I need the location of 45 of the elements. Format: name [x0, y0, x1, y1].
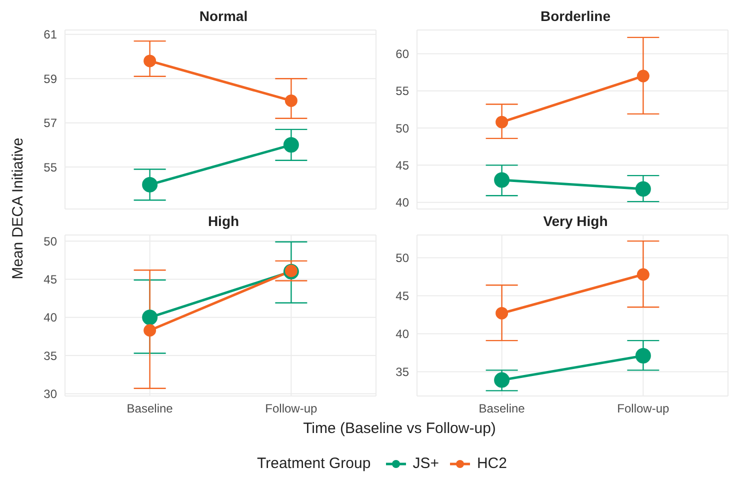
point: [496, 306, 508, 320]
y-tick-label: 45: [396, 289, 410, 304]
y-tick-label: 45: [396, 158, 410, 172]
x-tick-label: Baseline: [478, 402, 526, 416]
x-tick-label: Follow-up: [617, 402, 670, 416]
point: [494, 372, 510, 388]
point: [636, 268, 650, 281]
y-tick-label: 50: [44, 234, 58, 248]
y-tick-label: 50: [396, 121, 410, 136]
y-tick-label: 40: [396, 196, 410, 210]
y-axis-title: Mean DECA Initiative: [10, 137, 27, 279]
x-tick-label: Follow-up: [265, 402, 318, 416]
y-tick-label: 57: [44, 116, 58, 130]
point: [635, 348, 651, 364]
point: [144, 54, 156, 68]
point: [283, 137, 299, 153]
y-tick-label: 60: [396, 47, 410, 62]
point: [284, 94, 298, 107]
point: [494, 172, 510, 188]
chart-title: Very High: [542, 213, 609, 231]
y-tick-label: 45: [44, 272, 58, 287]
chart-title: High: [206, 213, 240, 231]
point: [142, 310, 158, 326]
y-tick-label: 40: [396, 326, 410, 341]
y-tick-label: 30: [44, 386, 58, 401]
legend-label: JS+: [412, 455, 439, 472]
legend-label: HC2: [476, 455, 507, 472]
x-tick-label: Baseline: [126, 402, 174, 416]
chart-title: Borderline: [539, 8, 612, 26]
point: [142, 176, 158, 192]
y-tick-label: 35: [396, 364, 410, 379]
y-tick-label: 40: [44, 310, 58, 325]
y-tick-label: 50: [396, 251, 410, 266]
y-tick-label: 55: [44, 160, 58, 174]
point: [636, 70, 650, 82]
point: [144, 324, 156, 337]
x-axis-title: Time (Baseline vs Follow-up): [302, 420, 497, 437]
point: [635, 181, 651, 197]
y-tick-label: 35: [44, 348, 58, 363]
point: [496, 116, 508, 128]
y-tick-label: 55: [396, 84, 410, 98]
legend-title: Treatment Group: [257, 455, 371, 472]
y-tick-label: 61: [44, 28, 58, 42]
y-tick-label: 59: [44, 72, 58, 86]
chart-title: Normal: [198, 8, 249, 26]
